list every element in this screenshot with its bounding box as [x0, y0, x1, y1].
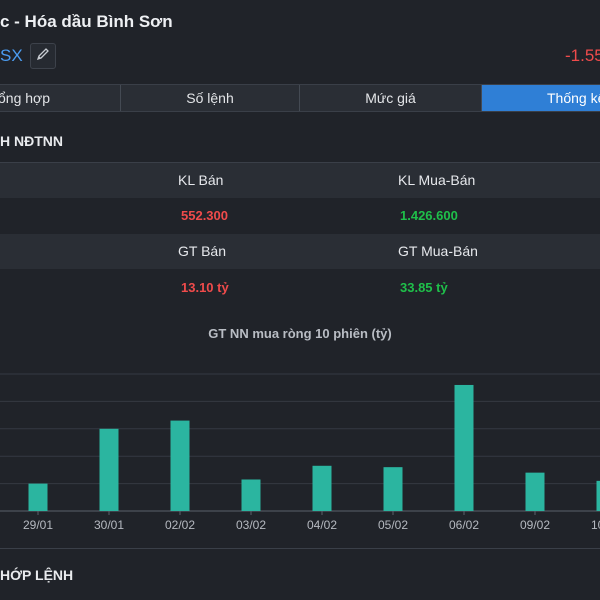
gt-ban-label: GT Bán: [178, 243, 226, 259]
net-buy-chart: 29/01 30/01 02/02 03/02 04/02 05/02 06/02 09/02…: [0, 373, 600, 532]
x-tick-label: 05/02: [378, 518, 408, 532]
chart-bar[interactable]: [525, 472, 545, 511]
kl-mua-ban-value: 1.426.600: [400, 208, 458, 223]
edit-button[interactable]: [30, 43, 56, 69]
chart-bar[interactable]: [99, 428, 119, 511]
price-change: -1.55: [565, 46, 600, 65]
tab-tong-hop[interactable]: ổng hợp: [0, 85, 121, 111]
tab-muc-gia[interactable]: Mức giá: [300, 85, 482, 111]
chart-bar[interactable]: [28, 483, 48, 511]
chart-bar[interactable]: [241, 479, 261, 511]
chart-bar[interactable]: [170, 420, 190, 511]
x-tick-label: 30/01: [94, 518, 124, 532]
kl-ban-label: KL Bán: [178, 172, 224, 188]
gt-value-row: 13.10 tỷ 33.85 tỷ: [0, 270, 600, 305]
exchange-label: SX: [0, 46, 23, 65]
x-tick-label: 02/02: [165, 518, 195, 532]
gt-ban-value: 13.10 tỷ: [181, 280, 229, 295]
gt-mua-ban-value: 33.85 tỷ: [400, 280, 448, 295]
tab-label: Mức giá: [365, 90, 416, 106]
chart-bar[interactable]: [454, 384, 474, 511]
kl-value-row: 552.300 1.426.600: [0, 198, 600, 233]
chart-title: GT NN mua ròng 10 phiên (tỷ): [208, 326, 392, 341]
x-tick-label: 09/02: [520, 518, 550, 532]
stock-title: c - Hóa dầu Bình Sơn: [0, 12, 173, 31]
tab-label: Thống kê: [547, 90, 600, 106]
gt-header-row: GT Bán GT Mua-Bán: [0, 234, 600, 269]
tab-bar: ổng hợp Số lệnh Mức giá Thống kê: [0, 84, 600, 112]
kl-ban-value: 552.300: [181, 208, 228, 223]
section-title-khop-lenh: HỚP LỆNH: [0, 567, 74, 583]
x-tick-label: 03/02: [236, 518, 266, 532]
gt-mua-ban-label: GT Mua-Bán: [398, 243, 478, 259]
tab-label: ổng hợp: [0, 90, 51, 106]
chart-bar[interactable]: [383, 467, 403, 511]
section-divider: [0, 548, 600, 549]
x-tick-label: 29/01: [23, 518, 53, 532]
x-tick-label: 10/02: [591, 518, 600, 532]
tab-thong-ke[interactable]: Thống kê: [482, 85, 600, 111]
tab-label: Số lệnh: [186, 90, 234, 106]
tab-so-lenh[interactable]: Số lệnh: [121, 85, 300, 111]
kl-header-row: KL Bán KL Mua-Bán: [0, 162, 600, 198]
x-tick-label: 04/02: [307, 518, 337, 532]
x-tick-label: 06/02: [449, 518, 479, 532]
pencil-icon: [36, 47, 50, 66]
section-title-ndtnn: H NĐTNN: [0, 133, 63, 149]
chart-bar[interactable]: [312, 465, 332, 511]
chart-bar[interactable]: [596, 480, 600, 511]
kl-mua-ban-label: KL Mua-Bán: [398, 172, 476, 188]
